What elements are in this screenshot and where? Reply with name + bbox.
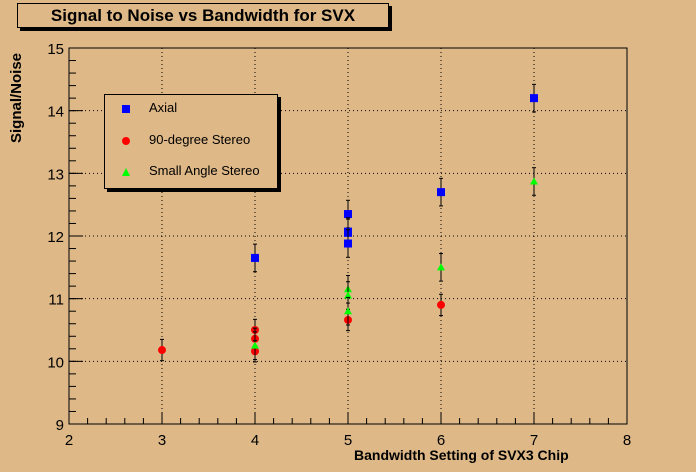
y-tick-label: 14	[47, 104, 64, 121]
x-tick-label: 7	[530, 432, 538, 449]
x-tick-label: 6	[437, 432, 445, 449]
y-axis-label: Signal/Noise	[8, 52, 25, 144]
square-marker-icon	[122, 105, 130, 113]
point-axial	[530, 94, 538, 103]
point-90-degree-stereo	[158, 346, 166, 355]
point-axial	[251, 253, 259, 262]
point-axial	[344, 239, 352, 248]
point-90-degree-stereo	[437, 300, 445, 309]
legend: Axial 90-degree Stereo Small Angle Stere…	[104, 94, 278, 189]
x-tick-label: 3	[158, 432, 166, 449]
point-small-angle-stereo	[530, 177, 538, 185]
legend-entry-small-angle-stereo: Small Angle Stereo	[105, 161, 277, 183]
y-tick-label: 15	[47, 41, 64, 58]
x-tick-label: 5	[344, 432, 352, 449]
y-tick-label: 9	[56, 417, 64, 434]
legend-label-small-angle-stereo: Small Angle Stereo	[149, 163, 260, 178]
x-tick-label: 8	[623, 432, 631, 449]
legend-label-axial: Axial	[149, 100, 178, 115]
legend-entry-axial: Axial	[105, 98, 277, 120]
y-tick-label: 11	[48, 292, 64, 309]
point-axial	[437, 188, 445, 197]
point-small-angle-stereo	[344, 307, 352, 315]
triangle-marker-icon	[122, 168, 130, 176]
y-tick-label: 10	[47, 354, 64, 371]
x-tick-label: 4	[251, 432, 259, 449]
point-small-angle-stereo	[344, 291, 352, 299]
y-tick-label: 12	[47, 229, 64, 246]
axes: 2 3 4 5 6 7 8 9 10 11 12 13 14 15	[47, 41, 631, 449]
point-axial	[344, 210, 352, 219]
point-small-angle-stereo	[251, 341, 259, 349]
data-points	[158, 83, 538, 363]
point-small-angle-stereo	[437, 263, 445, 271]
y-tick-label: 13	[47, 166, 64, 183]
x-tick-label: 2	[65, 432, 73, 449]
x-axis-label: Bandwidth Setting of SVX3 Chip	[354, 447, 569, 463]
legend-label-90-degree-stereo: 90-degree Stereo	[149, 132, 251, 147]
circle-marker-icon	[122, 137, 130, 145]
chart-title: Signal to Noise vs Bandwidth for SVX	[17, 3, 389, 28]
legend-entry-90-degree-stereo: 90-degree Stereo	[105, 130, 277, 152]
